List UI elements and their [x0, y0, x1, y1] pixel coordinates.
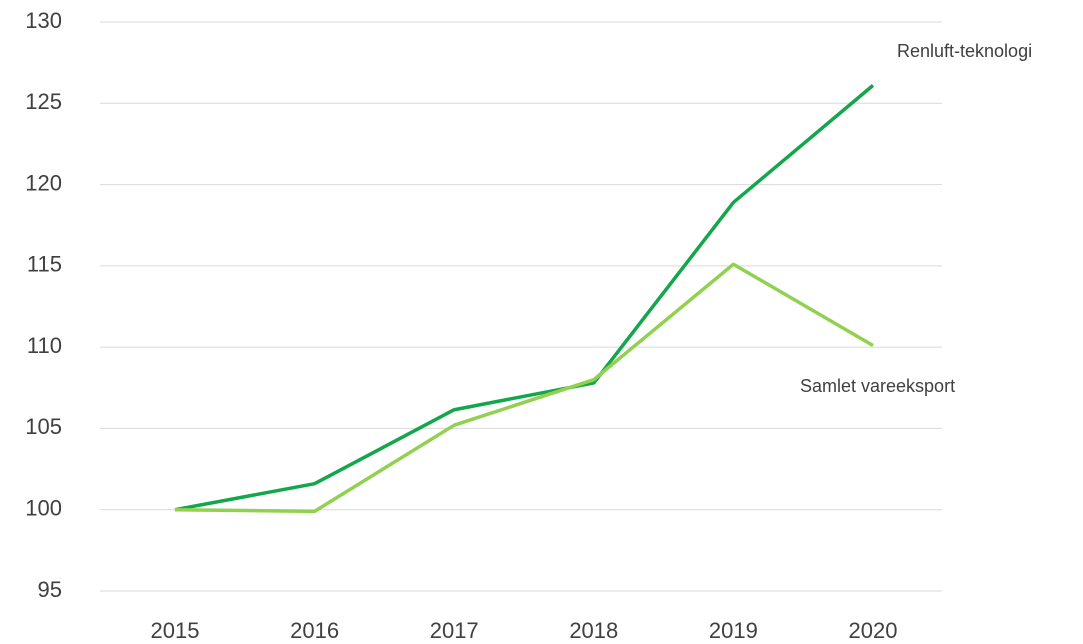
- x-tick-label: 2017: [430, 618, 479, 643]
- x-tick-label: 2015: [151, 618, 200, 643]
- y-tick-label: 120: [25, 170, 62, 195]
- y-tick-label: 125: [25, 89, 62, 114]
- y-tick-label: 130: [25, 8, 62, 33]
- series-label: Samlet vareeksport: [800, 376, 955, 396]
- line-series: [174, 262, 874, 514]
- y-tick-label: 100: [25, 496, 62, 521]
- series-label: Renluft-teknologi: [897, 41, 1032, 61]
- y-tick-label: 110: [27, 333, 62, 358]
- x-tick-label: 2019: [709, 618, 758, 643]
- y-tick-label: 115: [27, 252, 62, 277]
- x-tick-label: 2020: [849, 618, 898, 643]
- line-series: [174, 84, 875, 512]
- x-tick-label: 2016: [290, 618, 339, 643]
- x-tick-label: 2018: [569, 618, 618, 643]
- y-tick-label: 95: [38, 577, 62, 602]
- y-tick-label: 105: [25, 414, 62, 439]
